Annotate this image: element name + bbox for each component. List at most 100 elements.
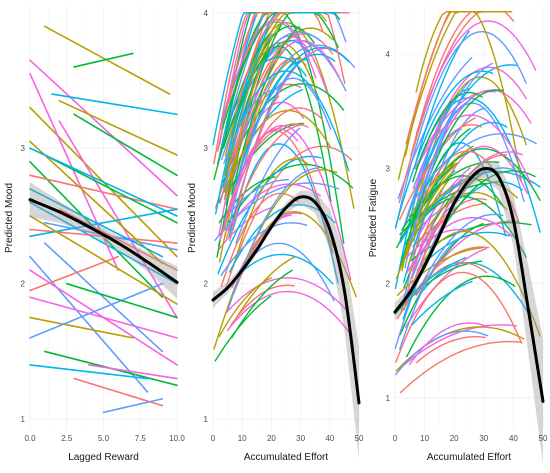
individual-curve — [235, 127, 301, 244]
x-tick-label: 30 — [296, 434, 305, 443]
individual-line — [29, 282, 164, 339]
individual-line — [29, 147, 178, 217]
individual-curve — [228, 204, 336, 273]
x-tick-label: 40 — [325, 434, 334, 443]
individual-line — [29, 59, 178, 197]
individual-curve — [414, 175, 505, 220]
individual-curve — [417, 230, 541, 337]
individual-line — [43, 154, 178, 224]
x-axis-title: Accumulated Effort — [244, 452, 329, 463]
individual-curve — [224, 109, 331, 193]
individual-curve — [396, 256, 467, 311]
individual-line — [29, 174, 178, 210]
individual-curve — [399, 99, 471, 240]
individual-curve — [395, 326, 525, 372]
individual-line — [73, 52, 134, 68]
x-tick-label: 10.0 — [169, 434, 185, 443]
y-tick-label: 3 — [386, 165, 391, 174]
individual-line — [29, 255, 149, 393]
individual-curve — [395, 330, 489, 376]
individual-curve — [228, 20, 284, 199]
x-tick-label: 20 — [450, 434, 459, 443]
individual-curve — [406, 275, 516, 358]
y-tick-label: 1 — [21, 415, 26, 424]
individual-line — [29, 140, 164, 265]
individual-line — [102, 398, 164, 414]
individual-curve — [394, 70, 494, 228]
x-tick-label: 5.0 — [98, 434, 110, 443]
individual-line — [88, 364, 178, 380]
individual-curve — [226, 277, 347, 313]
individual-curve — [415, 213, 504, 297]
overall-fit-line — [28, 198, 179, 284]
x-tick-label: 2.5 — [61, 434, 73, 443]
individual-line — [29, 201, 178, 285]
individual-curve — [404, 247, 488, 328]
individual-curve — [410, 222, 532, 262]
individual-curve — [214, 295, 272, 362]
individual-curve — [233, 57, 307, 194]
individual-curve — [399, 89, 504, 268]
individual-curve — [408, 322, 491, 366]
individual-line — [43, 242, 164, 353]
individual-curve — [226, 183, 322, 231]
individual-curve — [398, 170, 455, 273]
individual-curve — [223, 179, 289, 220]
individual-line — [29, 364, 149, 380]
individual-curve — [227, 77, 332, 232]
individual-curve — [218, 277, 272, 338]
individual-curve — [414, 90, 496, 170]
y-axis-title: Predicted Mood — [4, 183, 15, 253]
individual-line — [73, 113, 178, 177]
individual-curve — [223, 88, 281, 165]
individual-curve — [234, 12, 291, 115]
x-tick-label: 7.5 — [135, 434, 147, 443]
y-tick-label: 2 — [204, 280, 209, 289]
individual-curve — [412, 81, 470, 189]
individual-curve — [399, 237, 461, 350]
individual-curve — [230, 284, 296, 326]
individual-curve — [399, 340, 522, 394]
individual-curve — [417, 261, 532, 319]
individual-line — [29, 255, 119, 292]
individual-curve — [397, 11, 513, 180]
individual-curve — [410, 133, 537, 206]
individual-curve — [411, 280, 473, 326]
y-axis-title: Predicted Mood — [187, 183, 198, 253]
individual-curve — [233, 158, 309, 266]
y-tick-label: 3 — [21, 144, 26, 153]
x-tick-label: 50 — [355, 434, 364, 443]
individual-line — [73, 377, 164, 407]
individual-lines — [394, 11, 541, 394]
individual-curve — [225, 124, 302, 239]
y-tick-label: 1 — [386, 394, 391, 403]
x-tick-label: 50 — [539, 434, 548, 443]
individual-lines — [212, 12, 357, 362]
individual-curve — [226, 290, 352, 336]
individual-curve — [415, 20, 537, 134]
individual-curve — [230, 56, 307, 118]
y-tick-label: 3 — [204, 144, 209, 153]
individual-curve — [415, 336, 486, 364]
individual-curve — [404, 102, 525, 269]
individual-line — [29, 316, 134, 339]
individual-curve — [228, 253, 334, 286]
overall-fit-line — [211, 195, 361, 405]
individual-line — [58, 208, 178, 271]
individual-curve — [394, 30, 527, 230]
individual-line — [43, 25, 171, 95]
individual-curve — [412, 91, 483, 183]
individual-curve — [220, 222, 308, 277]
y-tick-label: 2 — [386, 279, 391, 288]
overall-fit-line — [393, 167, 545, 403]
individual-curve — [220, 192, 299, 288]
individual-curve — [217, 155, 322, 275]
individual-curve — [405, 228, 470, 259]
individual-line — [29, 215, 178, 305]
confidence-band — [30, 182, 177, 299]
confidence-band — [213, 190, 359, 460]
individual-line — [29, 269, 178, 366]
x-tick-label: 10 — [238, 434, 247, 443]
panel-3: 0 10 20 30 40 50 1 2 3 4 Accumulated Effort Predict… — [368, 6, 548, 465]
y-tick-label: 4 — [386, 50, 391, 59]
